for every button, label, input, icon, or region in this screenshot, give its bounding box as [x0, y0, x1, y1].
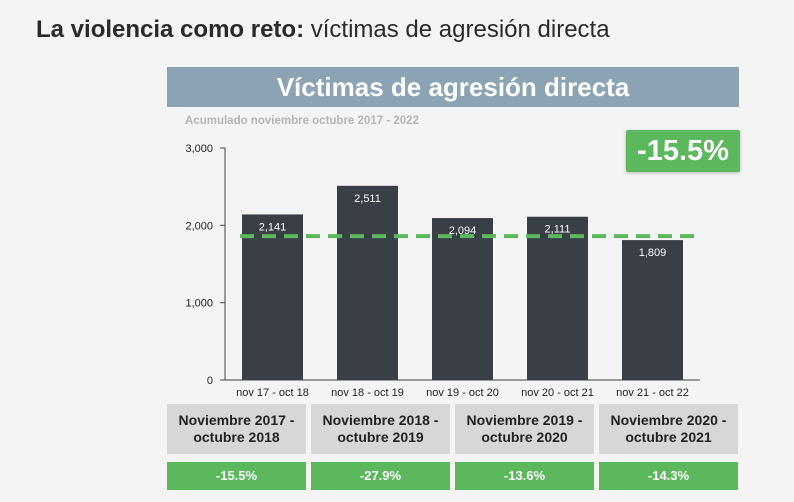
bar: [432, 218, 493, 380]
x-tick-label: nov 18 - oct 19: [331, 387, 404, 399]
period-header-cell: Noviembre 2019 - octubre 2020: [455, 404, 594, 454]
y-tick-label: 0: [207, 375, 213, 387]
change-value-cell: -27.9%: [311, 462, 450, 490]
period-header-cell: Noviembre 2020 - octubre 2021: [599, 404, 738, 454]
slide-title-light: víctimas de agresión directa: [310, 16, 610, 43]
bar: [242, 214, 303, 380]
bar-value-label: 2,094: [449, 225, 477, 237]
x-tick-label: nov 20 - oct 21: [521, 387, 594, 399]
chart-subtitle: Acumulado noviembre octubre 2017 - 2022: [185, 115, 419, 127]
change-value-cell: -15.5%: [167, 462, 306, 490]
y-tick-label: 3,000: [185, 143, 213, 155]
bar-value-label: 2,511: [354, 193, 381, 205]
period-header-cell: Noviembre 2017 - octubre 2018: [167, 404, 306, 454]
bar: [527, 216, 588, 380]
y-tick-label: 1,000: [185, 298, 213, 310]
bar-value-label: 2,111: [545, 224, 571, 236]
y-tick-label: 2,000: [185, 220, 213, 232]
change-value-cell: -14.3%: [599, 462, 738, 490]
slide-title-bold: La violencia como reto:: [36, 16, 305, 43]
x-tick-label: nov 19 - oct 20: [426, 387, 499, 399]
x-tick-label: nov 17 - oct 18: [236, 387, 309, 399]
bar: [622, 240, 683, 380]
x-tick-label: nov 21 - oct 22: [616, 387, 689, 399]
bar-value-label: 2,141: [259, 221, 287, 233]
slide-title: La violencia como reto: víctimas de agre…: [36, 16, 610, 44]
chart-banner-title: Víctimas de agresión directa: [167, 67, 739, 107]
change-badge: -15.5%: [626, 130, 740, 172]
bar-value-label: 1,809: [639, 247, 667, 259]
change-value-cell: -13.6%: [455, 462, 594, 490]
period-header-cell: Noviembre 2018 - octubre 2019: [311, 404, 450, 454]
bar: [337, 185, 398, 380]
